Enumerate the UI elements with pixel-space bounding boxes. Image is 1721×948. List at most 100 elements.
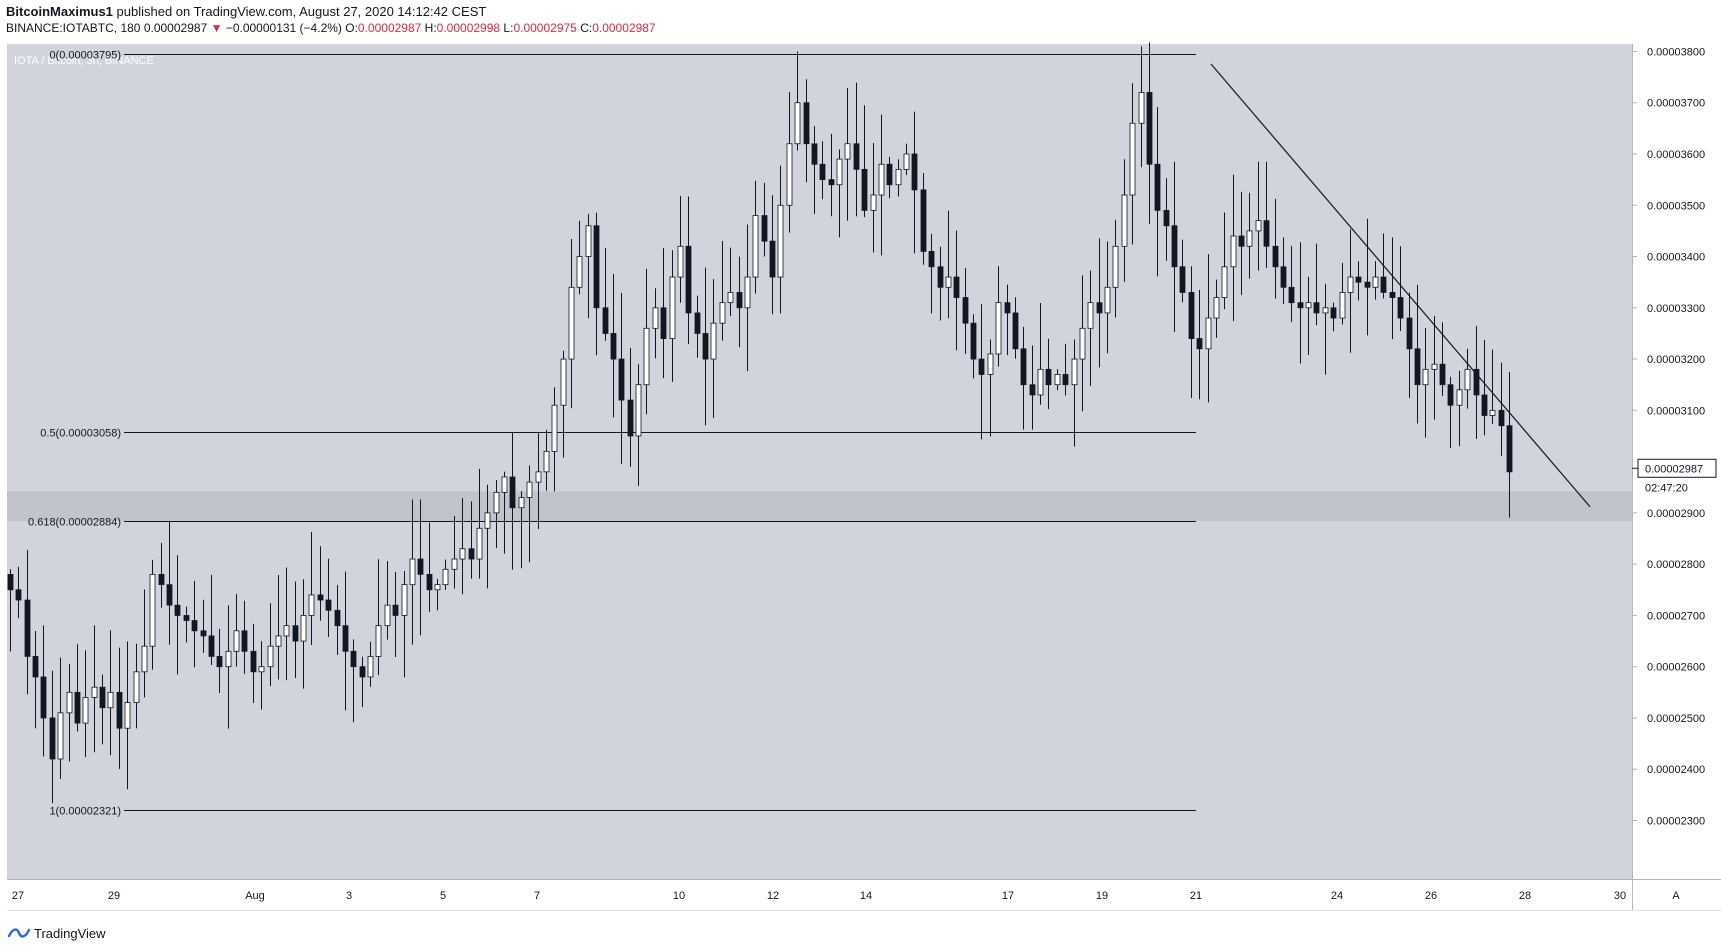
candle-body (208, 635, 215, 657)
fib-level-label: 0(0.00003795) (49, 50, 121, 62)
candle-body (300, 615, 307, 642)
candle-body (99, 686, 106, 709)
candle-body (962, 297, 969, 324)
candle-body (451, 558, 458, 570)
candle-body (91, 686, 98, 698)
candle-body (1431, 363, 1438, 370)
candle-body (141, 645, 148, 673)
price-axis[interactable]: 0.00002300 0.00002400 0.00002500 0.00002600… (1632, 46, 1705, 828)
support-zone (7, 491, 1632, 522)
candle-body (468, 548, 475, 560)
time-tick-label: 27 (12, 890, 24, 902)
candle-body (325, 599, 332, 611)
candle-body (1171, 225, 1178, 268)
candle-body (334, 609, 341, 627)
candle-body (1205, 317, 1212, 350)
candle-body (844, 143, 851, 160)
candle-body (32, 656, 39, 678)
candle-body (568, 286, 575, 360)
fib-level-label: 1(0.00002321) (49, 806, 121, 818)
chart-header: BitcoinMaximus1 published on TradingView… (6, 3, 1706, 37)
low-label: L: (503, 21, 514, 35)
candle-body (719, 302, 726, 324)
time-axis[interactable]: 27 29 Aug 3 5 7 10 12 14 17 19 21 24 26 28 30 (12, 890, 1626, 902)
time-tick-label: 5 (440, 890, 446, 902)
candle-body (107, 691, 114, 709)
symbol-label[interactable]: BINANCE:IOTABTC, 180 (6, 21, 141, 35)
countdown-label: 02:47:20 (1645, 482, 1688, 494)
candle-body (945, 276, 952, 288)
tradingview-logo-icon (8, 928, 30, 938)
candle-body (283, 625, 290, 637)
candle-body (861, 168, 868, 211)
time-tick-label: Aug (245, 890, 265, 902)
candle-body (509, 476, 516, 509)
candle-body (292, 625, 299, 642)
candle-body (669, 276, 676, 339)
price-tick-label: 0.00003200 (1647, 354, 1705, 366)
fibonacci-retracement[interactable]: 0(0.00003795) 0.5(0.00003058) 0.618(0.0000… (28, 50, 1196, 818)
candle-body (442, 568, 449, 586)
candle-body (1288, 286, 1295, 304)
candle-body (15, 589, 22, 601)
price-tick-label: 0.00003800 (1647, 46, 1705, 58)
candle-body (736, 292, 743, 309)
candle-body (886, 163, 893, 186)
candles (7, 42, 1513, 804)
candle-body (660, 307, 667, 339)
candle-body (342, 625, 349, 652)
candle-body (1422, 368, 1429, 386)
candle-body (702, 333, 709, 360)
price-tick-label: 0.00003300 (1647, 303, 1705, 315)
candle-body (1439, 363, 1446, 386)
candle-body (895, 168, 902, 186)
candle-body (183, 615, 190, 621)
candle-body (1188, 292, 1195, 339)
candle-body (593, 225, 600, 309)
candle-body (174, 604, 181, 616)
candle-body (124, 702, 131, 729)
price-change: −0.00000131 (−4.2%) (225, 21, 342, 35)
candle-body (710, 322, 717, 360)
candle-body (1104, 286, 1111, 314)
price-tick-label: 0.00002400 (1647, 764, 1705, 776)
candle-body (1121, 194, 1128, 247)
open-label: O: (345, 21, 358, 35)
auto-scale-button[interactable]: A (1672, 890, 1680, 902)
tradingview-footer[interactable]: TradingView (8, 922, 106, 944)
candle-body (928, 251, 935, 268)
candle-body (1322, 307, 1329, 314)
time-tick-label: 14 (860, 890, 872, 902)
candle-body (953, 276, 960, 298)
candle-body (853, 143, 860, 170)
plot-background[interactable] (7, 44, 1632, 879)
candle-body (1380, 276, 1387, 293)
candle-body (258, 666, 265, 673)
candle-body (1464, 368, 1471, 391)
candle-body (920, 189, 927, 252)
price-tick-label: 0.00002700 (1647, 610, 1705, 622)
candle-body (744, 276, 751, 309)
descending-trendline[interactable] (1210, 63, 1591, 508)
candle-body (1163, 209, 1170, 227)
candle-body (57, 712, 64, 760)
publish-info: BitcoinMaximus1 published on TradingView… (6, 3, 1706, 20)
candle-body (1498, 409, 1505, 427)
candle-body (484, 512, 491, 529)
candle-body (49, 717, 56, 760)
candle-body (1138, 92, 1145, 124)
candle-body (1062, 374, 1069, 386)
candle-body (828, 179, 835, 186)
candle-body (158, 574, 165, 586)
author-name[interactable]: BitcoinMaximus1 (6, 4, 113, 19)
close-value: 0.00002987 (592, 21, 656, 35)
candle-body (1297, 302, 1304, 309)
candle-body (1129, 122, 1136, 196)
candle-body (1406, 317, 1413, 350)
candle-body (1372, 276, 1379, 288)
candle-body (677, 245, 684, 278)
candle-body (275, 635, 282, 647)
candle-body (526, 481, 533, 498)
support-zone-rect (7, 491, 1632, 522)
